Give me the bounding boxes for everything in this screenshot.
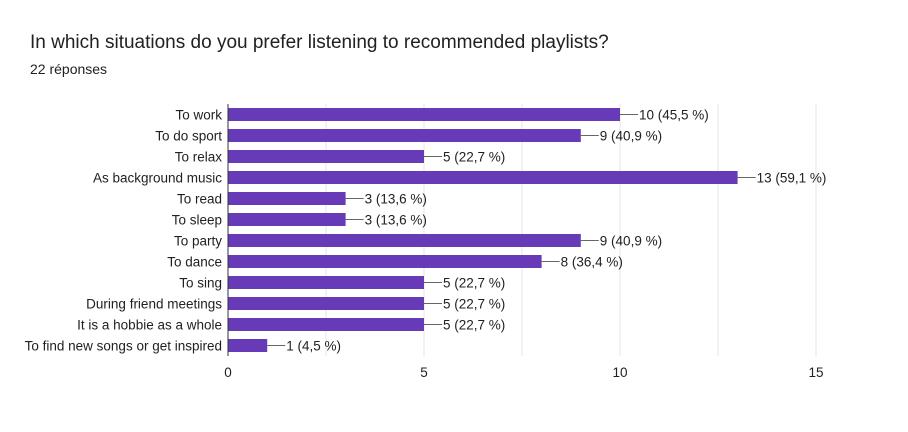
response-count: 22 réponses (30, 61, 108, 77)
data-label: 5 (22,7 %) (443, 318, 505, 333)
bar (228, 108, 620, 121)
bar (228, 129, 581, 142)
data-label: 13 (59,1 %) (757, 171, 827, 186)
category-label: It is a hobbie as a whole (77, 318, 222, 333)
data-label: 10 (45,5 %) (639, 108, 709, 123)
data-label: 8 (36,4 %) (561, 255, 623, 270)
bar (228, 297, 424, 310)
x-tick-label: 0 (224, 365, 232, 380)
bar (228, 171, 738, 184)
data-label: 5 (22,7 %) (443, 297, 505, 312)
x-tick-label: 10 (612, 365, 627, 380)
category-label: To read (177, 192, 222, 207)
category-label: To do sport (155, 129, 222, 144)
category-label: To dance (167, 255, 222, 270)
data-label: 9 (40,9 %) (600, 234, 662, 249)
data-label: 5 (22,7 %) (443, 276, 505, 291)
chart-title: In which situations do you prefer listen… (30, 32, 609, 53)
x-tick-label: 5 (420, 365, 428, 380)
category-label: As background music (93, 171, 222, 186)
bar (228, 213, 346, 226)
category-label: To find new songs or get inspired (25, 339, 222, 354)
bar (228, 318, 424, 331)
category-label: To sing (179, 276, 222, 291)
data-label: 1 (4,5 %) (286, 339, 341, 354)
data-label: 9 (40,9 %) (600, 129, 662, 144)
category-label: During friend meetings (86, 297, 222, 312)
bar (228, 234, 581, 247)
bar (228, 150, 424, 163)
data-label: 3 (13,6 %) (365, 213, 427, 228)
data-label: 5 (22,7 %) (443, 150, 505, 165)
data-label: 3 (13,6 %) (365, 192, 427, 207)
category-label: To relax (175, 150, 223, 165)
category-label: To sleep (172, 213, 222, 228)
bar (228, 255, 542, 268)
bar (228, 276, 424, 289)
x-tick-label: 15 (808, 365, 823, 380)
category-label: To party (174, 234, 222, 249)
bar (228, 339, 268, 352)
bar (228, 192, 346, 205)
category-label: To work (175, 108, 222, 123)
